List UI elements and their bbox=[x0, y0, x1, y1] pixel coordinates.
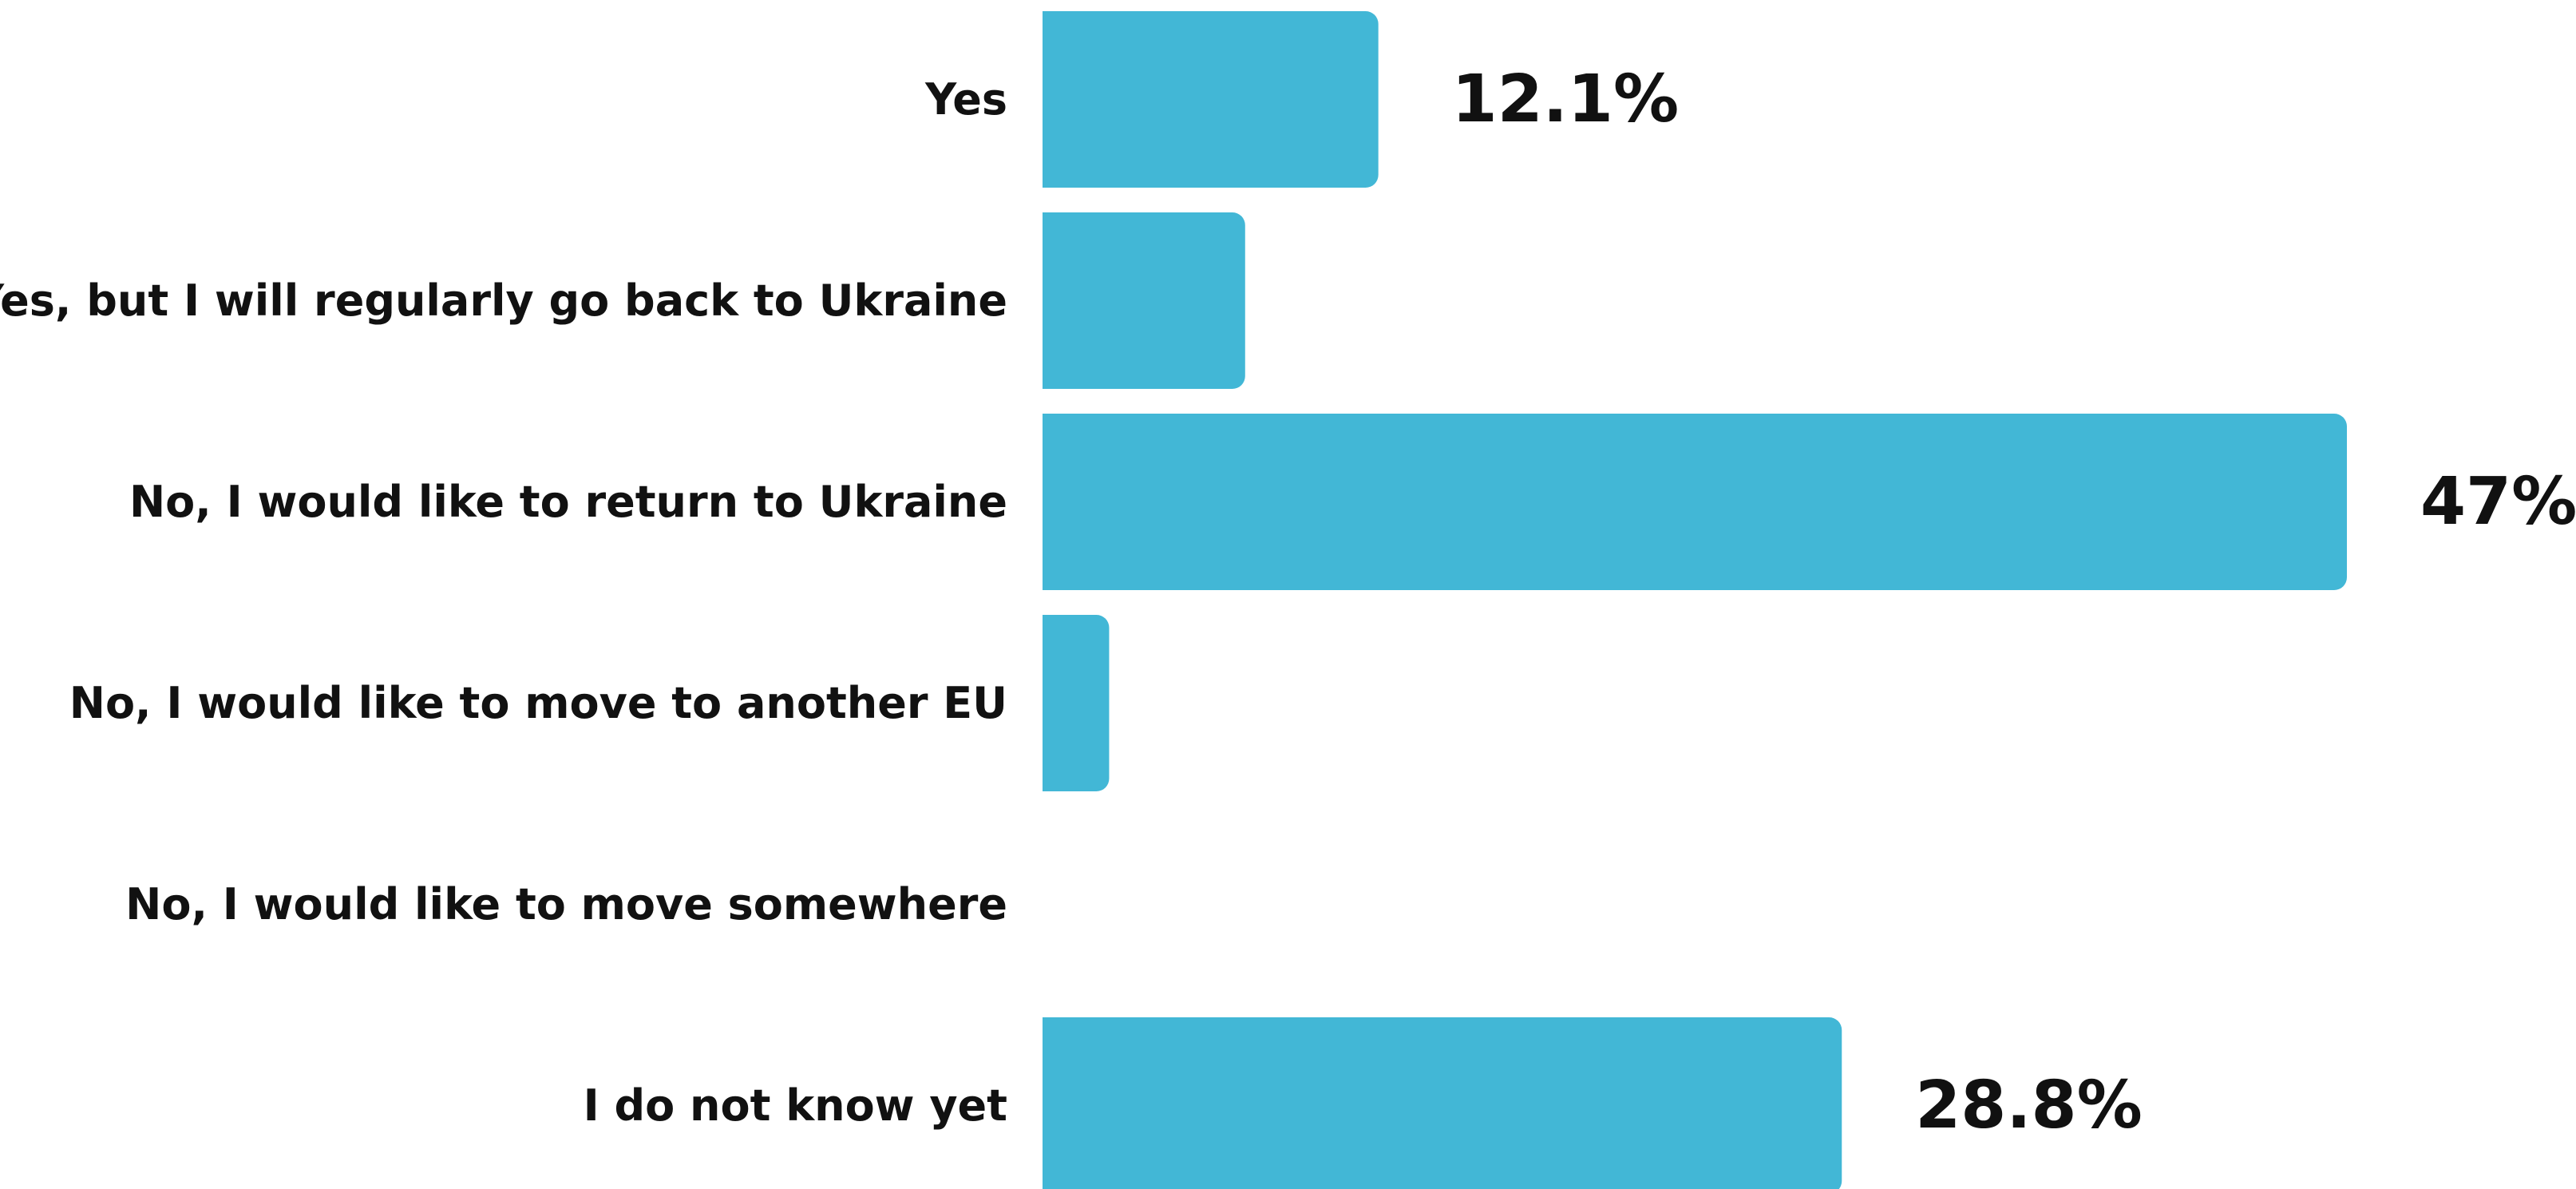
category-label-3: No, I would like to return to Ukraine bbox=[129, 477, 1007, 527]
value-labels-group: 12.1% 47% 28.8% bbox=[1452, 61, 2576, 1143]
bar-1-base bbox=[1043, 11, 1058, 188]
bar-4-base bbox=[1043, 615, 1058, 791]
category-label-5: No, I would like to move somewhere bbox=[125, 879, 1007, 929]
value-label-6: 28.8% bbox=[1915, 1068, 2142, 1143]
category-labels-group: Yes Yes, but I will regularly go back to … bbox=[0, 74, 1007, 1131]
bar-2 bbox=[1043, 212, 1245, 389]
category-label-4: No, I would like to move to another EU bbox=[69, 678, 1007, 728]
bar-2-base bbox=[1043, 212, 1058, 389]
value-label-1: 12.1% bbox=[1452, 61, 1679, 137]
category-label-6: I do not know yet bbox=[584, 1080, 1007, 1131]
bar-3 bbox=[1043, 414, 2347, 590]
category-label-2: Yes, but I will regularly go back to Ukr… bbox=[0, 275, 1007, 326]
bar-1 bbox=[1043, 11, 1379, 188]
bar-4 bbox=[1043, 615, 1110, 791]
bar-6 bbox=[1043, 1017, 1842, 1189]
bars-group bbox=[1043, 11, 2347, 1189]
category-label-1: Yes bbox=[924, 74, 1007, 125]
value-label-3: 47% bbox=[2420, 464, 2576, 540]
bar-3-base bbox=[1043, 414, 1058, 590]
bar-6-base bbox=[1043, 1017, 1058, 1189]
